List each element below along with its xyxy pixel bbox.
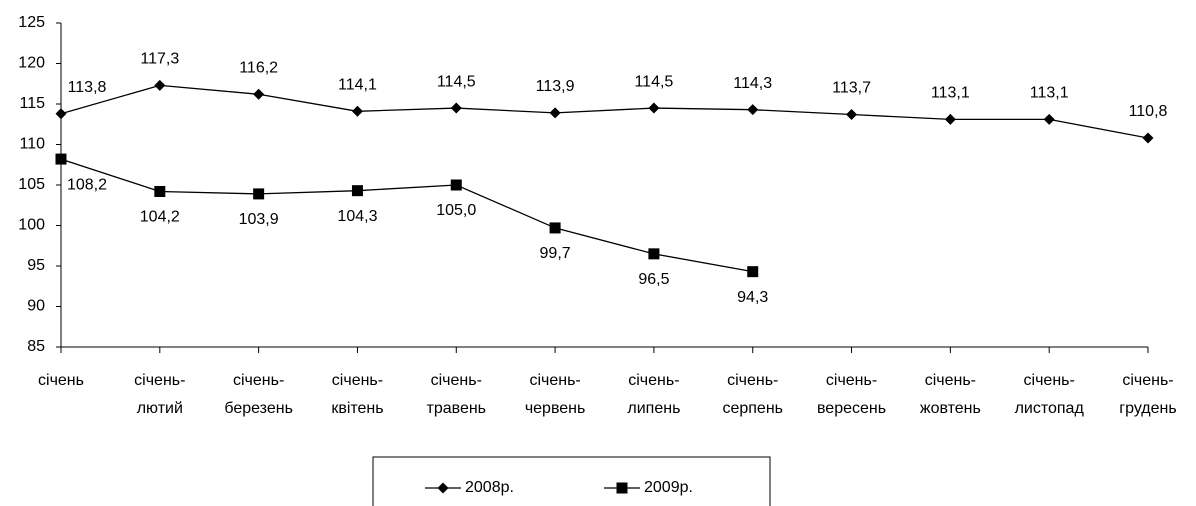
x-tick-label-line: січень-: [826, 372, 877, 389]
data-point: [154, 185, 166, 197]
x-tick-label: січень-лютий: [134, 372, 185, 417]
data-point: [944, 113, 956, 125]
x-tick-label-line: червень: [525, 400, 586, 417]
y-tick-label: 100: [18, 217, 45, 234]
x-tick-label-line: березень: [224, 400, 293, 417]
x-tick-label: січень-липень: [627, 372, 680, 417]
data-point: [846, 109, 858, 121]
x-tick-label-line: квітень: [331, 400, 383, 417]
x-tick-label: січень-серпень: [722, 372, 783, 417]
data-label: 113,1: [931, 85, 970, 102]
data-label: 108,2: [67, 176, 107, 193]
y-tick-label: 110: [19, 136, 45, 153]
legend-label: 2008р.: [465, 479, 514, 496]
x-tick-label-line: грудень: [1119, 400, 1176, 417]
data-point: [55, 108, 67, 120]
data-label: 116,2: [239, 59, 278, 76]
data-label: 113,7: [832, 80, 871, 97]
data-point: [253, 88, 265, 100]
data-label: 117,3: [140, 51, 179, 68]
legend-box: [372, 456, 771, 506]
x-tick-label-line: липень: [627, 400, 680, 417]
data-label: 99,7: [540, 245, 571, 262]
data-point: [450, 102, 462, 114]
x-tick-label-line: січень-: [134, 372, 185, 389]
data-label: 96,5: [638, 271, 669, 288]
legend-marker: [437, 482, 449, 494]
x-tick-label-line: січень-: [431, 372, 482, 389]
x-tick-label-line: січень-: [332, 372, 383, 389]
y-tick-label: 120: [18, 55, 45, 72]
x-tick-label: січень-грудень: [1119, 372, 1176, 417]
x-tick-label-line: листопад: [1015, 400, 1085, 417]
x-tick-label: січень-жовтень: [920, 372, 981, 417]
data-point: [450, 179, 462, 191]
x-tick-label: січень-травень: [427, 372, 487, 417]
x-tick-label: січень-березень: [224, 372, 293, 417]
legend-item: 2008р.: [425, 479, 514, 496]
data-label: 113,9: [536, 78, 575, 95]
data-point: [747, 266, 759, 278]
data-point: [351, 105, 363, 117]
x-tick-label-line: січень-: [628, 372, 679, 389]
data-label: 103,9: [239, 211, 279, 228]
legend-item: 2009р.: [604, 479, 693, 496]
y-tick-label: 95: [27, 257, 45, 274]
y-tick-label: 125: [18, 14, 45, 31]
data-label: 113,8: [68, 79, 107, 96]
data-point: [351, 185, 363, 197]
data-label: 114,3: [733, 75, 772, 92]
x-tick-label-line: січень-: [925, 372, 976, 389]
data-point: [549, 222, 561, 234]
x-tick-label: січень-листопад: [1015, 372, 1085, 417]
y-tick-label: 90: [27, 298, 45, 315]
data-point: [154, 79, 166, 91]
x-tick-label: січень: [38, 372, 84, 389]
x-tick-label-line: січень-: [233, 372, 284, 389]
data-point: [1142, 132, 1154, 144]
data-label: 104,2: [140, 209, 180, 226]
x-tick-label-line: січень-: [727, 372, 778, 389]
data-point: [253, 188, 265, 200]
x-tick-label-line: січень-: [1024, 372, 1075, 389]
x-tick-label-line: січень: [38, 372, 84, 389]
data-point: [1043, 113, 1055, 125]
legend-label: 2009р.: [644, 479, 693, 496]
x-tick-label: січень-вересень: [817, 372, 886, 417]
x-tick-label: січень-квітень: [331, 372, 383, 417]
data-label: 104,3: [337, 208, 377, 225]
x-tick-label-line: вересень: [817, 400, 886, 417]
data-point: [55, 153, 67, 165]
data-point: [648, 102, 660, 114]
series-line: [60, 84, 1149, 139]
data-label: 94,3: [737, 289, 768, 306]
data-label: 110,8: [1129, 103, 1168, 120]
y-tick-label: 105: [18, 176, 45, 193]
y-tick-label: 85: [27, 338, 45, 355]
x-tick-label-line: серпень: [722, 400, 783, 417]
data-label: 113,1: [1030, 85, 1069, 102]
x-tick-label-line: травень: [427, 400, 487, 417]
series-line: [60, 158, 753, 273]
data-point: [648, 248, 660, 260]
data-point: [549, 107, 561, 119]
data-label: 105,0: [436, 202, 476, 219]
x-tick-label-line: січень-: [529, 372, 580, 389]
legend-marker: [616, 482, 628, 494]
x-tick-label-line: січень-: [1122, 372, 1173, 389]
data-label: 114,5: [437, 73, 476, 90]
x-tick-label: січень-червень: [525, 372, 586, 417]
x-tick-label-line: лютий: [137, 400, 183, 417]
y-tick-label: 115: [19, 95, 45, 112]
data-label: 114,1: [338, 77, 377, 94]
x-tick-label-line: жовтень: [920, 400, 981, 417]
data-point: [747, 104, 759, 116]
data-label: 114,5: [634, 73, 673, 90]
